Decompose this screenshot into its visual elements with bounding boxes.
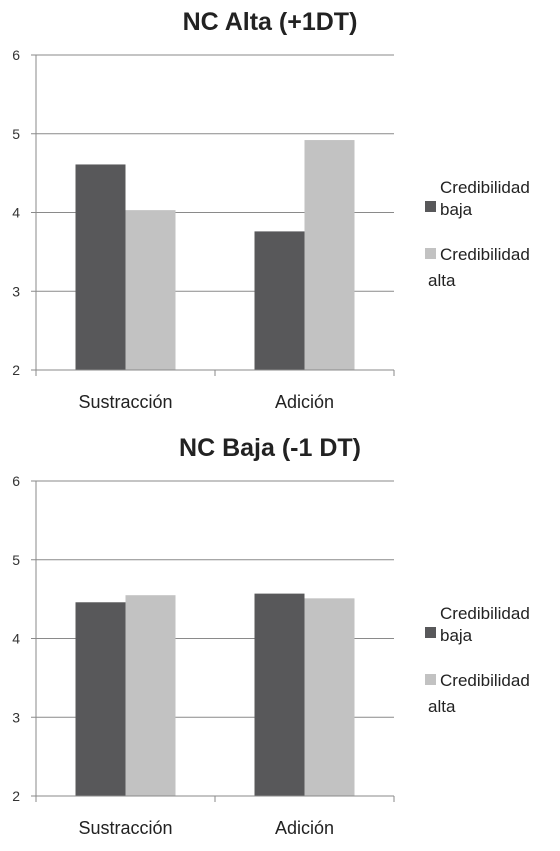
- legend-label-line1: Credibilidad: [440, 245, 530, 264]
- bar-baja-1: [254, 231, 305, 370]
- bar-baja-0: [75, 164, 126, 370]
- chart-title: NC Baja (-1 DT): [179, 434, 361, 462]
- y-tick-label: 6: [12, 47, 20, 63]
- legend-label-line2: alta: [428, 271, 456, 290]
- bar-alta-0: [125, 210, 176, 370]
- bar-baja-1: [254, 593, 305, 796]
- x-category-label: Sustracción: [78, 392, 172, 412]
- y-tick-label: 2: [12, 362, 20, 378]
- bar-baja-0: [75, 602, 126, 796]
- legend-label-line1: Credibilidad: [440, 178, 530, 197]
- chart-nc-alta: NC Alta (+1DT) 2 3 4 5 6 Sustracción Adición Cre…: [12, 8, 530, 412]
- y-tick-label: 6: [12, 473, 20, 489]
- bar-alta-0: [125, 595, 176, 796]
- y-tick-label: 4: [12, 205, 20, 221]
- x-category-label: Adición: [275, 392, 334, 412]
- chart-nc-baja: NC Baja (-1 DT) 2 3 4 5 6 Sustracción Adición Cr…: [12, 434, 530, 838]
- legend-swatch-alta: [425, 248, 436, 259]
- legend-label-line1: Credibilidad: [440, 671, 530, 690]
- bar-alta-1: [304, 140, 355, 370]
- legend-swatch-baja: [425, 201, 436, 212]
- x-category-label: Sustracción: [78, 818, 172, 838]
- y-tick-label: 3: [12, 709, 20, 725]
- legend-label-line2: alta: [428, 697, 456, 716]
- legend-label-line2: baja: [440, 200, 473, 219]
- y-tick-label: 5: [12, 126, 20, 142]
- x-category-label: Adición: [275, 818, 334, 838]
- chart-title: NC Alta (+1DT): [183, 8, 358, 36]
- y-tick-label: 2: [12, 788, 20, 804]
- y-tick-label: 5: [12, 552, 20, 568]
- bar-alta-1: [304, 598, 355, 796]
- y-tick-label: 3: [12, 283, 20, 299]
- y-tick-label: 4: [12, 631, 20, 647]
- legend-swatch-alta: [425, 674, 436, 685]
- legend-label-line2: baja: [440, 626, 473, 645]
- chart-panel-nc-alta: NC Alta (+1DT) 2 3 4 5 6 Sustracción Adición Cre…: [0, 0, 560, 425]
- legend-label-line1: Credibilidad: [440, 604, 530, 623]
- legend-swatch-baja: [425, 627, 436, 638]
- chart-panel-nc-baja: NC Baja (-1 DT) 2 3 4 5 6 Sustracción Adición Cr…: [0, 426, 560, 851]
